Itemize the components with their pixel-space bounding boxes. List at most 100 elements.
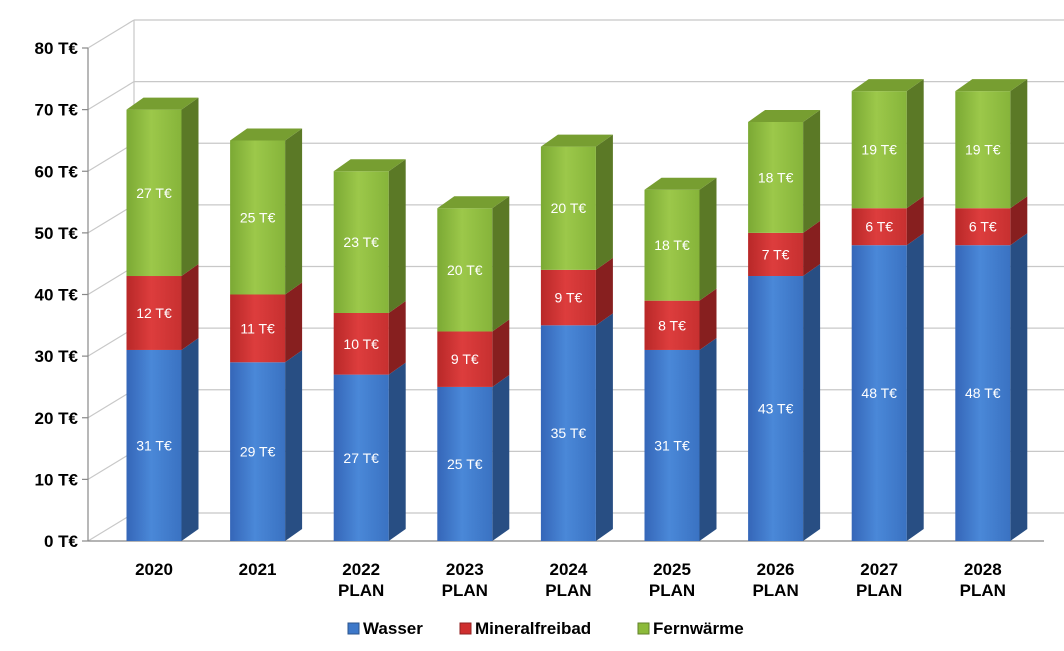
legend-item-wasser: Wasser <box>347 619 423 638</box>
bar-front <box>851 91 907 209</box>
data-label: 27 T€ <box>136 185 172 201</box>
gridline-diagonal <box>87 327 135 357</box>
bar-segment-fernwärme <box>230 128 303 295</box>
bar-front <box>955 91 1011 209</box>
bar-top <box>126 97 199 110</box>
data-labels: 31 T€ 12 T€ 27 T€ 29 T€ 11 T€ 25 T€ 27 T€ 10 T€… <box>136 142 1001 472</box>
bar-side <box>803 109 821 233</box>
bar-side <box>285 282 303 363</box>
bar-top <box>333 159 406 172</box>
bar-front <box>955 245 1011 541</box>
bar-segment-wasser <box>644 337 717 541</box>
bar-segment-fernwärme <box>851 79 924 209</box>
data-label: 9 T€ <box>451 351 479 367</box>
bar-side <box>595 257 613 326</box>
bar-segment-mineralfreibad <box>748 220 821 277</box>
bar-front <box>437 386 493 541</box>
bar-segment-fernwärme <box>437 196 510 332</box>
bar-front <box>955 208 1011 246</box>
bar-side <box>699 337 717 541</box>
data-label: 12 T€ <box>136 305 172 321</box>
bar-top <box>748 109 821 122</box>
bar-side <box>492 196 510 332</box>
data-label: 48 T€ <box>965 385 1001 401</box>
x-tick-label: 2020 <box>135 560 173 579</box>
y-tick-label: 80 T€ <box>35 39 79 58</box>
bar-front <box>230 140 286 295</box>
bar-front <box>230 294 286 363</box>
bar-side <box>595 313 613 541</box>
data-label: 23 T€ <box>343 234 379 250</box>
bar-side <box>906 233 924 541</box>
bar-top <box>955 79 1028 92</box>
bar-front <box>437 331 493 387</box>
data-label: 7 T€ <box>762 246 790 262</box>
y-tick-label: 40 T€ <box>35 286 79 305</box>
bar-segment-fernwärme <box>955 79 1028 209</box>
legend-label: Fernwärme <box>653 619 744 638</box>
bar-side <box>1010 233 1028 541</box>
legend-swatch <box>459 622 472 635</box>
y-tick-label: 50 T€ <box>35 224 79 243</box>
gridline-diagonal <box>87 81 135 111</box>
y-tick-label: 70 T€ <box>35 101 79 120</box>
bar-side <box>285 128 303 295</box>
bar-side <box>181 264 199 350</box>
bar-side <box>699 288 717 350</box>
bar-front <box>333 312 389 375</box>
legend-swatch <box>347 622 360 635</box>
bar-side <box>285 350 303 541</box>
bar-segment-mineralfreibad <box>437 319 510 387</box>
bar-front <box>851 208 907 246</box>
bar-front <box>126 109 182 277</box>
bar-front <box>748 121 804 233</box>
bar-front <box>851 245 907 541</box>
x-tick-label: 2021 <box>239 560 277 579</box>
bar-side <box>181 337 199 541</box>
data-label: 29 T€ <box>240 444 276 460</box>
bar-side <box>1010 196 1028 246</box>
bar-side <box>906 79 924 209</box>
data-label: 8 T€ <box>658 317 686 333</box>
bar-side <box>388 362 406 541</box>
data-label: 25 T€ <box>240 209 276 225</box>
bar-side <box>595 134 613 270</box>
bar-front <box>540 325 596 541</box>
legend-label: Wasser <box>363 619 423 638</box>
bar-segment-wasser <box>540 313 613 541</box>
bar-side <box>181 97 199 277</box>
bar-segment-mineralfreibad <box>126 264 199 350</box>
x-axis-ticks: 2020 2021 2022 PLAN 2023 PLAN 2024 PLAN 2025 PLAN… <box>135 560 1006 600</box>
x-tick-label: 2022 PLAN <box>338 560 384 600</box>
bar-segment-wasser <box>333 362 406 541</box>
bar-segment-wasser <box>955 233 1028 541</box>
data-label: 25 T€ <box>447 456 483 472</box>
data-label: 11 T€ <box>240 320 275 336</box>
gridline-diagonal <box>87 389 135 419</box>
bar-front <box>437 208 493 332</box>
gridline-diagonal <box>87 265 135 296</box>
data-label: 9 T€ <box>555 290 583 306</box>
bar-top <box>437 196 510 209</box>
data-label: 18 T€ <box>758 169 794 185</box>
bar-front <box>126 276 182 350</box>
x-tick-label: 2026 PLAN <box>752 560 798 600</box>
bar-segment-wasser <box>748 264 821 541</box>
data-label: 48 T€ <box>861 385 897 401</box>
gridline-diagonal <box>87 512 135 542</box>
gridline-diagonal <box>87 142 135 172</box>
x-tick-label: 2025 PLAN <box>649 560 695 600</box>
bar-side <box>803 220 821 277</box>
bar-front <box>230 362 286 541</box>
bar-segment-mineralfreibad <box>230 282 303 363</box>
bar-top <box>851 79 924 92</box>
data-label: 19 T€ <box>861 142 897 158</box>
data-label: 31 T€ <box>136 437 172 453</box>
bar-side <box>388 300 406 375</box>
bar-side <box>492 319 510 387</box>
data-label: 10 T€ <box>343 336 379 352</box>
bar-segment-mineralfreibad <box>851 196 924 246</box>
y-tick-label: 60 T€ <box>35 162 79 181</box>
y-tick-label: 10 T€ <box>35 470 79 489</box>
bar-top <box>540 134 613 147</box>
